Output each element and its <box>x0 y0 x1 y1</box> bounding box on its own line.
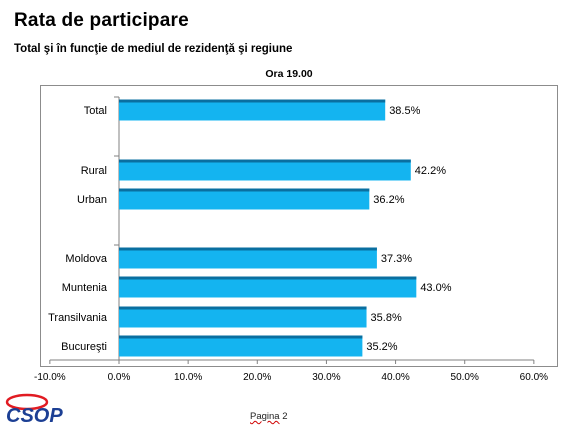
x-tick-label: 60.0% <box>520 372 548 383</box>
data-label: 37.3% <box>381 253 412 265</box>
footer-page-word: Pagina <box>250 411 280 422</box>
logo-swoosh <box>5 393 49 411</box>
category-label: Rural <box>81 165 107 177</box>
category-label: Bucureşti <box>61 341 107 353</box>
data-label: 35.2% <box>366 341 397 353</box>
bar-rural <box>119 159 411 181</box>
bar-transilvania <box>119 306 367 328</box>
category-label: Muntenia <box>62 282 108 294</box>
bar-edge-urban <box>119 188 370 192</box>
page-footer: Pagina 2 <box>250 411 288 422</box>
data-label: 38.5% <box>389 105 420 117</box>
x-tick-label: 20.0% <box>243 372 271 383</box>
bar-urban <box>119 188 370 210</box>
data-label: 42.2% <box>415 165 446 177</box>
bar-edge-muntenia <box>119 276 417 280</box>
category-label: Transilvania <box>48 312 108 324</box>
x-tick-label: 0.0% <box>108 372 131 383</box>
bar-bucureşti <box>119 335 363 357</box>
category-label: Moldova <box>65 253 107 265</box>
page-subtitle: Total şi în funcţie de mediul de reziden… <box>14 43 293 55</box>
bar-edge-moldova <box>119 247 377 251</box>
csop-logo: CSOP <box>5 393 63 427</box>
bar-edge-rural <box>119 159 411 163</box>
chart-title: Ora 19.00 <box>265 68 313 80</box>
data-label: 43.0% <box>420 282 451 294</box>
x-tick-label: 10.0% <box>174 372 202 383</box>
x-tick-label: 40.0% <box>381 372 409 383</box>
footer-page-number: 2 <box>282 411 288 422</box>
data-label: 36.2% <box>373 194 404 206</box>
bar-edge-bucureşti <box>119 335 363 339</box>
x-tick-label: 50.0% <box>451 372 479 383</box>
bar-edge-transilvania <box>119 306 367 310</box>
page-title: Rata de participare <box>14 10 189 31</box>
category-label: Urban <box>77 194 107 206</box>
logo-text: CSOP <box>6 405 63 427</box>
data-label: 35.8% <box>371 312 402 324</box>
x-tick-label: 30.0% <box>312 372 340 383</box>
bar-edge-total <box>119 99 386 103</box>
bar-total <box>119 99 386 121</box>
category-label: Total <box>84 105 107 117</box>
bar-moldova <box>119 247 377 269</box>
x-tick-label: -10.0% <box>34 372 66 383</box>
bar-muntenia <box>119 276 417 298</box>
chart-frame <box>40 85 558 367</box>
